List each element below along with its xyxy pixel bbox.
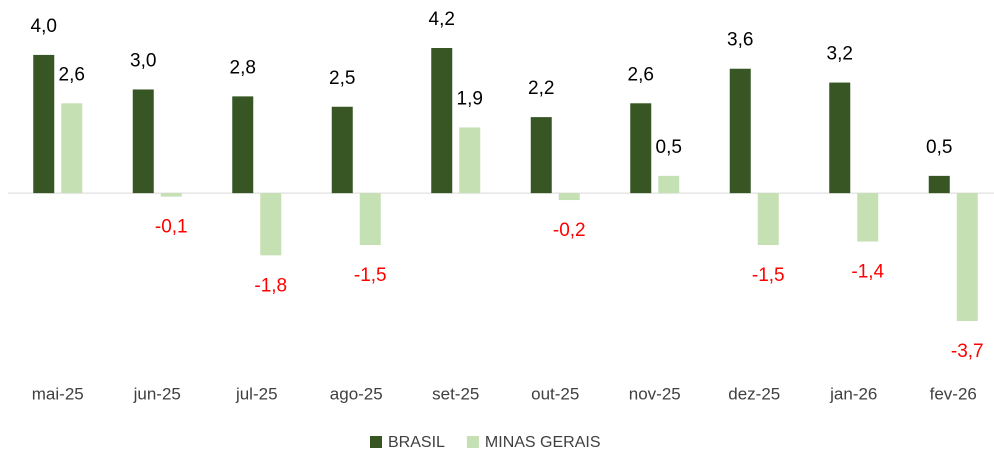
value-label: -3,7	[951, 341, 984, 362]
bar	[530, 117, 552, 194]
bar	[956, 193, 978, 321]
bar	[61, 103, 83, 194]
value-label: 2,6	[628, 64, 654, 85]
bar	[132, 89, 154, 194]
value-label: 2,2	[528, 78, 554, 99]
value-label: 3,0	[130, 50, 156, 71]
bar	[33, 54, 55, 194]
value-label: 4,2	[429, 9, 455, 30]
legend-label: BRASIL	[388, 434, 445, 451]
value-label: 3,6	[727, 30, 753, 51]
value-label: -1,5	[354, 265, 387, 286]
value-label: -1,5	[752, 265, 785, 286]
legend-swatch	[466, 436, 479, 448]
bar	[459, 127, 481, 194]
value-label: 2,6	[59, 64, 85, 85]
bar	[359, 193, 381, 245]
value-label: 0,5	[656, 137, 682, 158]
bar	[160, 193, 182, 197]
bar	[630, 103, 652, 194]
bar	[729, 68, 751, 194]
x-tick-label: ago-25	[330, 384, 383, 403]
x-tick-label: set-25	[432, 384, 479, 403]
legend-swatch	[370, 436, 382, 448]
value-label: -0,2	[553, 220, 586, 241]
bar	[658, 175, 680, 194]
bar	[260, 193, 282, 256]
bar	[928, 175, 950, 194]
value-label: -1,8	[254, 275, 287, 296]
bar	[757, 193, 779, 245]
bar	[558, 193, 580, 201]
value-label: 0,5	[926, 137, 952, 158]
x-tick-label: dez-25	[728, 384, 780, 403]
bar	[829, 82, 851, 194]
value-label: 4,0	[31, 16, 57, 37]
x-tick-label: jan-26	[829, 384, 877, 403]
value-label: 2,5	[329, 68, 355, 89]
bar	[331, 106, 353, 194]
x-tick-label: fev-26	[930, 384, 977, 403]
value-label: 3,2	[827, 44, 853, 65]
legend-label: MINAS GERAIS	[485, 434, 601, 451]
value-label: 2,8	[230, 57, 256, 78]
bar	[232, 96, 254, 194]
x-tick-label: mai-25	[32, 384, 84, 403]
x-tick-label: jun-25	[133, 384, 181, 403]
x-tick-label: out-25	[531, 384, 579, 403]
x-tick-label: jul-25	[235, 384, 278, 403]
bar	[431, 48, 453, 194]
value-label: -0,1	[155, 217, 188, 238]
x-tick-label: nov-25	[629, 384, 681, 403]
value-label: -1,4	[851, 262, 884, 283]
bar	[857, 193, 879, 242]
value-label: 1,9	[457, 88, 483, 109]
